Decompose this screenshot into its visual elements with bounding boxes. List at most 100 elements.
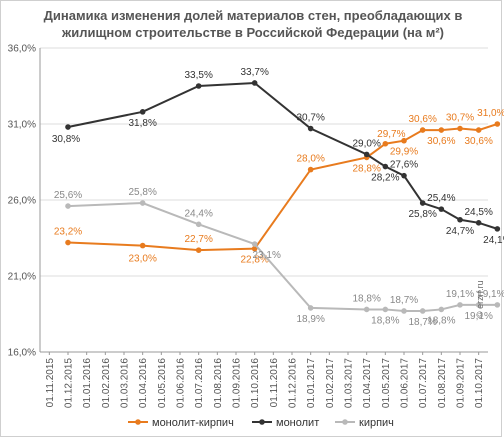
data-point (251, 241, 258, 247)
data-label: 25,8% (128, 187, 156, 198)
legend-swatch-marker (259, 419, 265, 425)
chart-title: Динамика изменения долей материалов стен… (21, 7, 485, 41)
data-label: 30,7% (446, 113, 474, 124)
data-point (457, 216, 463, 223)
x-tick-label: 01.12.2016 (288, 358, 299, 408)
data-point (419, 308, 426, 314)
data-label: 25,6% (54, 190, 82, 201)
data-label: 18,8% (352, 293, 380, 304)
data-label: 18,8% (427, 315, 455, 326)
data-point (307, 125, 314, 132)
data-label: 30,6% (408, 114, 436, 125)
data-point (139, 200, 146, 206)
data-label: 29,7% (377, 129, 405, 140)
data-label: 25,8% (408, 209, 436, 220)
x-tick-label: 01.04.2016 (138, 358, 149, 408)
x-tick-label: 01.06.2017 (400, 358, 411, 408)
data-point (457, 125, 463, 132)
data-label: 18,9% (296, 314, 324, 325)
legend-entry: монолит-кирпич (152, 417, 234, 429)
data-point (307, 305, 314, 311)
data-point (438, 306, 445, 313)
data-point (494, 121, 501, 127)
x-tick-label: 01.09.2017 (456, 358, 467, 408)
x-tick-label: 01.03.2017 (344, 358, 355, 408)
data-label: 19,1% (477, 289, 504, 300)
data-label: 30,6% (464, 136, 492, 147)
data-label: 24,1% (483, 235, 504, 246)
data-point (251, 245, 258, 252)
data-label: 31,8% (128, 118, 156, 129)
data-point (419, 200, 426, 206)
data-label: 19,1% (446, 289, 474, 300)
watermark: © erzrf.ru (475, 280, 485, 318)
series-line-1 (67, 81, 498, 230)
chart-title-line-1: Динамика изменения долей материалов стен… (43, 8, 463, 23)
data-label: 30,6% (427, 136, 455, 147)
x-tick-label: 01.02.2017 (325, 358, 336, 408)
data-point (195, 221, 202, 228)
data-point (401, 308, 407, 314)
data-label: 25,4% (427, 193, 455, 204)
data-label: 24,7% (446, 226, 474, 237)
x-tick-label: 01.10.2016 (250, 358, 261, 408)
data-label: 31,0% (477, 108, 504, 119)
data-point (382, 140, 389, 147)
data-point (65, 203, 71, 209)
data-point (494, 302, 501, 308)
data-point (401, 137, 407, 144)
data-point (382, 163, 389, 170)
data-point (363, 151, 370, 158)
x-tick-label: 01.01.2016 (82, 358, 93, 408)
x-tick-label: 01.05.2016 (157, 358, 168, 408)
data-point (251, 80, 258, 86)
x-tick-label: 01.11.2016 (269, 358, 280, 408)
x-tick-label: 01.11.2015 (45, 358, 56, 408)
data-point (139, 242, 146, 249)
data-point (419, 127, 426, 133)
data-label: 28,8% (352, 163, 380, 174)
x-tick-label: 01.05.2017 (381, 358, 392, 408)
chart-title-line-2: жилищном строительстве в Российской Феде… (62, 25, 444, 40)
data-point (195, 83, 202, 89)
data-label: 22,7% (184, 234, 212, 245)
data-label: 29,9% (390, 147, 418, 158)
data-label: 23,2% (54, 227, 82, 238)
x-tick-label: 01.07.2017 (418, 358, 429, 408)
legend-entry: кирпич (359, 417, 394, 429)
y-tick-label: 16,0% (8, 348, 36, 359)
data-point (401, 172, 407, 179)
data-point (65, 124, 71, 130)
x-tick-label: 01.01.2017 (306, 358, 317, 408)
x-tick-label: 01.08.2016 (213, 358, 224, 408)
data-label: 29,0% (352, 138, 380, 149)
data-label: 18,7% (390, 295, 418, 306)
data-label: 28,2% (371, 173, 399, 184)
data-label: 30,8% (52, 134, 80, 145)
data-point (65, 239, 71, 246)
data-point (475, 127, 482, 133)
x-tick-label: 01.07.2016 (194, 358, 205, 408)
x-tick-label: 01.06.2016 (176, 358, 187, 408)
x-tick-label: 01.03.2016 (120, 358, 131, 408)
x-tick-label: 01.10.2017 (474, 358, 485, 408)
data-label: 23,0% (128, 254, 156, 265)
y-tick-label: 26,0% (8, 196, 36, 207)
legend-swatch-marker (342, 419, 348, 425)
legend-entry: монолит (276, 417, 319, 429)
data-label: 33,7% (240, 67, 268, 78)
data-label: 18,8% (371, 315, 399, 326)
data-point (438, 206, 445, 212)
data-label: 23,1% (252, 250, 280, 261)
x-tick-label: 01.12.2015 (64, 358, 75, 408)
data-point (363, 306, 370, 313)
data-point (438, 127, 445, 133)
data-label: 18,7% (408, 317, 436, 328)
data-point (457, 302, 463, 308)
x-tick-label: 01.02.2016 (101, 358, 112, 408)
data-point (475, 220, 482, 226)
data-label: 30,7% (296, 113, 324, 124)
y-tick-label: 21,0% (8, 272, 36, 283)
data-label: 24,5% (464, 207, 492, 218)
